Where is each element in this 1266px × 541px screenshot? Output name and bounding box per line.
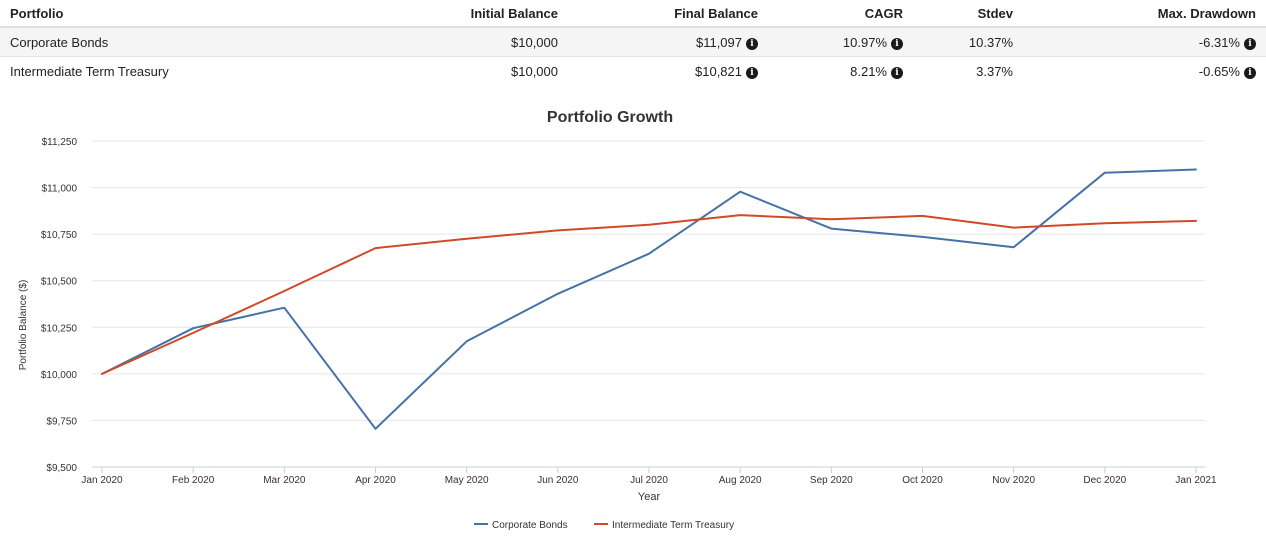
cagr-value: 8.21% [850, 63, 887, 79]
y-tick-label: $10,750 [41, 230, 78, 241]
header-portfolio[interactable]: Portfolio [0, 0, 280, 28]
drawdown-value: -0.65% [1198, 63, 1240, 79]
x-tick-label: Sep 2020 [810, 475, 853, 486]
y-tick-label: $11,250 [42, 137, 78, 148]
legend-item[interactable]: Corporate Bonds [474, 520, 568, 531]
legend-label: Intermediate Term Treasury [612, 520, 734, 531]
x-tick-label: Mar 2020 [263, 475, 306, 486]
table-row: Corporate Bonds $10,000 $11,097 i 10.97% i… [0, 27, 1266, 57]
cell-portfolio: Corporate Bonds [0, 27, 280, 57]
y-axis-ticks: $9,500 $9,750 $10,000 $10,250 $10,500 $10,750… [41, 137, 78, 474]
cell-stdev: 10.37% [913, 27, 1023, 57]
cagr-value: 10.97% [842, 34, 887, 50]
cell-final-balance: $10,821 i [568, 57, 768, 86]
x-tick-label: May 2020 [445, 475, 489, 486]
info-icon[interactable]: i [746, 37, 758, 50]
header-stdev[interactable]: Stdev [913, 0, 1023, 28]
header-initial-balance[interactable]: Initial Balance [280, 0, 568, 28]
legend-item[interactable]: Intermediate Term Treasury [594, 520, 734, 531]
x-axis: Jan 2020 Feb 2020 Mar 2020 Apr 2020 May 2020… [81, 466, 1217, 486]
info-icon[interactable]: i [891, 66, 903, 79]
cell-initial-balance: $10,000 [280, 27, 568, 57]
x-tick-label: Jul 2020 [630, 475, 668, 486]
info-icon[interactable]: i [891, 37, 903, 50]
cell-max-drawdown: -0.65% i [1023, 57, 1266, 86]
portfolio-growth-chart: Portfolio Growth $9,500 $9,750 $10,000 $10,… [18, 109, 1217, 531]
x-tick-label: Jun 2020 [537, 475, 579, 486]
drawdown-value: -6.31% [1198, 34, 1240, 50]
cell-stdev: 3.37% [976, 63, 1013, 79]
x-tick-label: Oct 2020 [902, 475, 943, 486]
y-tick-label: $11,000 [42, 184, 78, 195]
x-tick-label: Jan 2021 [1175, 475, 1217, 486]
final-balance-value: $10,821 [695, 63, 742, 79]
y-axis-label: Portfolio Balance ($) [18, 280, 29, 371]
final-balance-value: $11,097 [695, 34, 742, 50]
header-max-drawdown[interactable]: Max. Drawdown [1023, 0, 1266, 28]
cell-portfolio: Intermediate Term Treasury [10, 63, 169, 79]
y-tick-label: $10,250 [41, 323, 78, 334]
chart-title: Portfolio Growth [547, 109, 673, 126]
grid-lines [92, 140, 1205, 421]
cell-max-drawdown: -6.31% i [1023, 27, 1266, 57]
cell-cagr: 10.97% i [768, 27, 913, 57]
x-tick-label: Apr 2020 [355, 475, 396, 486]
chart-legend: Corporate Bonds Intermediate Term Treasur… [474, 520, 734, 531]
x-axis-label: Year [638, 491, 661, 503]
y-tick-label: $10,000 [41, 370, 78, 381]
y-tick-label: $9,500 [46, 463, 77, 474]
series-lines [101, 168, 1197, 430]
series-line[interactable] [101, 168, 1197, 430]
legend-label: Corporate Bonds [492, 520, 568, 531]
x-tick-label: Dec 2020 [1083, 475, 1126, 486]
info-icon[interactable]: i [746, 66, 758, 79]
cell-cagr: 8.21% i [768, 57, 913, 86]
x-tick-label: Aug 2020 [719, 475, 762, 486]
cell-final-balance: $11,097 i [568, 27, 768, 57]
header-final-balance[interactable]: Final Balance [568, 0, 768, 28]
y-tick-label: $10,500 [41, 277, 78, 288]
x-tick-label: Jan 2020 [81, 475, 123, 486]
header-cagr[interactable]: CAGR [768, 0, 913, 28]
x-tick-label: Nov 2020 [992, 475, 1035, 486]
table-row: Intermediate Term Treasury $10,000 $10,8… [0, 57, 1266, 86]
x-tick-label: Feb 2020 [172, 475, 215, 486]
info-icon[interactable]: i [1244, 37, 1256, 50]
series-line[interactable] [101, 214, 1197, 375]
table-header-row: Portfolio Initial Balance Final Balance … [0, 0, 1266, 28]
portfolio-summary-table: Portfolio Initial Balance Final Balance … [0, 0, 1266, 85]
cell-initial-balance: $10,000 [511, 63, 558, 79]
info-icon[interactable]: i [1244, 66, 1256, 79]
y-tick-label: $9,750 [46, 416, 77, 427]
